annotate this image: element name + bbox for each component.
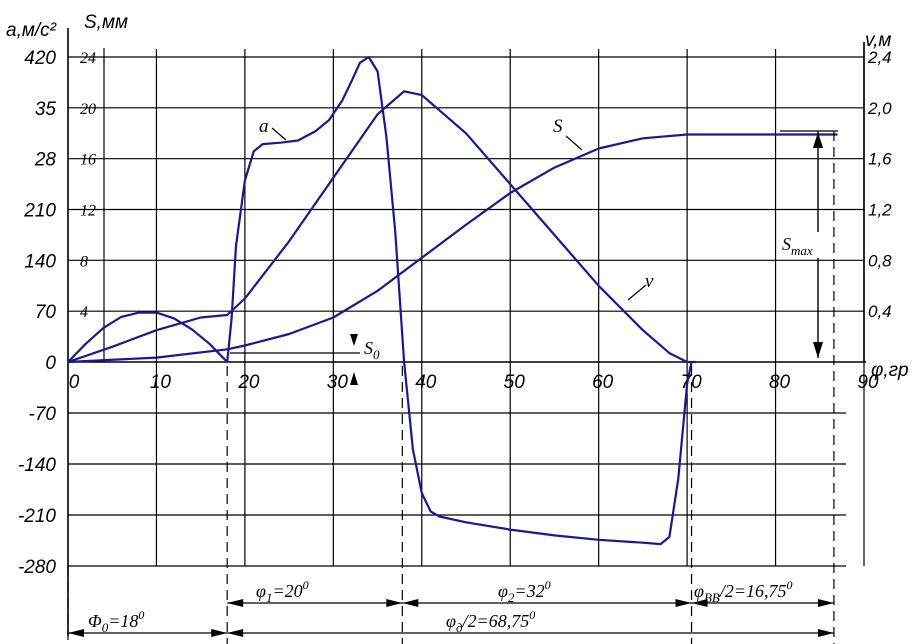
phi1-dimension-arrow-right [386,599,403,607]
phi2-label-value: =32 [514,581,544,601]
curve-leader-s [565,135,583,151]
y-tick-s: 24 [80,50,96,67]
y-tick-a: -210 [18,506,56,527]
phid-dimension-arrow-left [227,629,244,637]
phi0-label-main: Φ [88,611,102,631]
phi2-dimension-arrow-right [675,599,692,607]
curve-label-s: S [553,116,563,137]
series-line-v [67,90,696,364]
phi1-label: φ1=200 [256,578,309,605]
phi2-dimension-arrow-left [402,599,419,607]
x-tick: 60 [592,372,614,393]
y-axis-label-a: a,м/с² [6,20,57,41]
y-tick-a: 70 [35,302,57,323]
x-tick: 10 [150,372,172,393]
y-tick-v: 0,4 [868,302,892,321]
phid-label-sup: 0 [529,608,535,622]
phid-label: φд/2=68,750 [446,608,535,635]
y-tick-a: -140 [18,455,56,476]
phibb-label-main: φ [694,581,704,601]
x-axis-label: φ,гр [871,360,909,381]
smax-arrow-top [813,132,823,148]
y-tick-s: 20 [80,101,96,118]
y-tick-v: 2,0 [867,99,892,118]
s0-arrow-down [350,334,358,346]
smax-arrow-bottom [813,342,823,358]
phi0-label-value: =18 [108,611,138,631]
smax-label-sub: max [791,243,813,258]
y-tick-a: 420 [24,48,56,69]
y-tick-a: 28 [34,150,57,171]
x-tick: 90 [857,372,879,393]
x-tick: 20 [237,372,260,393]
series-line-s [67,133,838,364]
curve-leader-v [627,284,647,301]
y-axis-label-v: v,м [865,30,891,51]
y-tick-s: 12 [80,203,96,220]
x-tick: 0 [69,372,80,393]
phibb-dimension-arrow-left [691,599,708,607]
series-line-a [67,55,693,546]
curve-label-v: v [645,271,654,292]
phid-label-value: /2=68,75 [462,611,530,631]
phibb-label-sup: 0 [787,578,793,592]
phi1-dimension-arrow-left [227,599,244,607]
curve-label-a: a [259,116,269,137]
y-tick-s: 16 [80,152,96,169]
y-tick-a: 0 [45,353,56,374]
phid-label-sub: д [456,620,463,635]
y-tick-a: -280 [18,557,56,578]
smax-label-bg [780,232,826,258]
phibb-label: φВВ/2=16,750 [694,578,793,605]
phi2-label: φ2=320 [498,578,551,605]
x-tick: 80 [769,372,791,393]
phi2-label-main: φ [498,581,508,601]
y-tick-a: 35 [35,99,57,120]
phi2-label-sub: 2 [508,590,515,605]
phi0-label-sup: 0 [138,608,144,622]
grid [68,49,865,567]
phi1-label-sub: 1 [266,590,273,605]
phi1-label-sup: 0 [303,578,309,592]
phi0-label-sub: 0 [102,620,109,635]
y-tick-v: 2,4 [867,48,892,67]
phi0-dimension-arrow-left [68,629,84,637]
y-tick-s: 4 [80,304,88,321]
y-tick-s: 8 [80,253,88,270]
y-axis-label-s: S,мм [84,12,128,33]
curve-leader-a [271,127,287,141]
phi0-dimension-arrow-right [211,629,228,637]
x-tick: 50 [504,372,526,393]
y-tick-a: -70 [29,404,57,425]
s0-arrow-up [350,372,358,385]
phid-dimension-arrow-right [817,629,834,637]
phi1-label-main: φ [256,581,266,601]
y-tick-v: 1,6 [868,150,892,169]
phid-label-main: φ [446,611,456,631]
phi2-label-sup: 0 [545,578,551,592]
y-tick-a: 140 [24,251,56,272]
x-tick: 30 [327,372,349,393]
s0-label-main: S [364,338,373,358]
y-tick-a: 210 [23,201,56,222]
phi1-label-value: =20 [272,581,302,601]
phibb-label-value: /2=16,75 [719,581,787,601]
y-tick-v: 0,8 [868,251,892,270]
y-tick-v: 1,2 [868,201,892,220]
phibb-dimension-arrow-right [817,599,834,607]
smax-label-main: S [782,234,791,254]
phibb-label-sub: ВВ [704,590,720,605]
phi0-label: Φ0=180 [88,608,144,635]
x-tick: 40 [415,372,437,393]
smax-label: Smax [782,234,813,258]
y-axis-label-a-text: a,м/с² [6,20,57,41]
s0-label: S0 [364,338,380,362]
s0-label-sub: 0 [373,347,380,362]
